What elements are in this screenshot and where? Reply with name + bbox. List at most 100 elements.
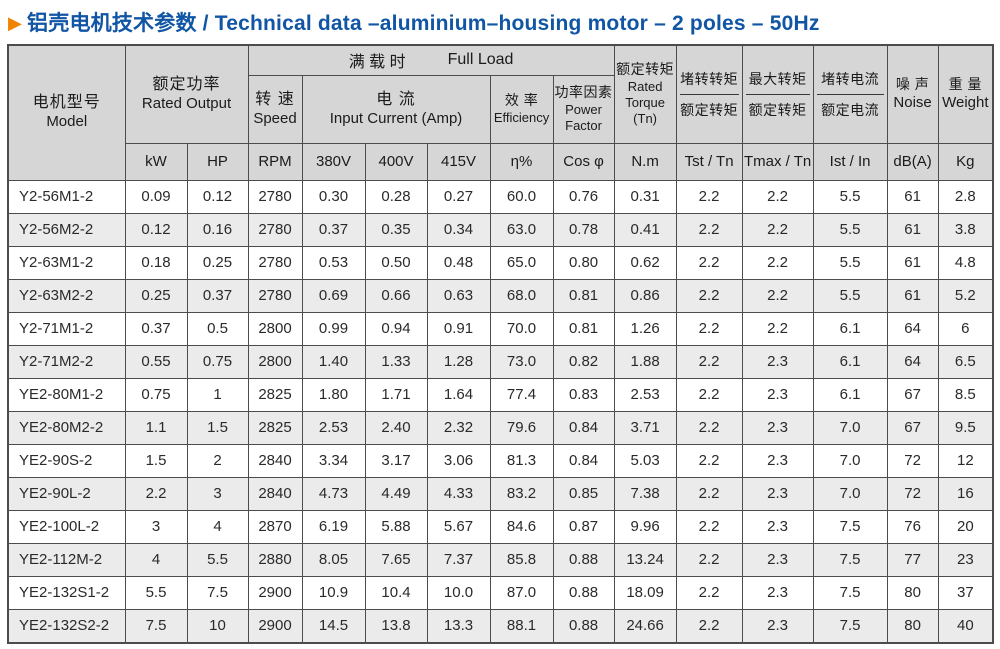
value-cell: 87.0 [489, 575, 554, 610]
value-cell: 2.2 [675, 476, 743, 511]
value-cell: 5.5 [186, 542, 249, 577]
value-cell: 0.84 [552, 443, 615, 478]
value-cell: 3 [124, 509, 188, 544]
value-cell: 3.71 [613, 410, 677, 445]
value-cell: 2.2 [675, 344, 743, 379]
value-cell: 7.5 [124, 608, 188, 643]
value-cell: 4.49 [364, 476, 428, 511]
value-cell: 0.34 [426, 212, 491, 247]
value-cell: 0.66 [364, 278, 428, 313]
value-cell: 0.99 [301, 311, 366, 346]
value-cell: 1.5 [186, 410, 249, 445]
value-cell: 2900 [247, 575, 303, 610]
value-cell: 6.19 [301, 509, 366, 544]
unit-400v: 400V [364, 142, 428, 181]
table-row: YE2-132S1-2 5.5 7.5 2900 10.9 10.4 10.0 87.0 0.8… [7, 575, 994, 610]
header-speed: 转 速 Speed [247, 74, 303, 144]
value-cell: 2.3 [741, 608, 814, 643]
header-power-factor: 功率因素 Power Factor [552, 74, 615, 144]
header-rated-torque-zh: 额定转矩 [616, 61, 675, 78]
header-weight: 重 量 Weight [937, 44, 994, 144]
value-cell: 2800 [247, 344, 303, 379]
value-cell: 40 [937, 608, 994, 643]
value-cell: 2.3 [741, 410, 814, 445]
model-cell: YE2-80M1-2 [7, 377, 126, 412]
value-cell: 2.2 [675, 575, 743, 610]
value-cell: 60.0 [489, 179, 554, 214]
value-cell: 0.30 [301, 179, 366, 214]
header-model: 电机型号 Model [7, 44, 126, 181]
value-cell: 2.2 [675, 311, 743, 346]
value-cell: 68.0 [489, 278, 554, 313]
header-rated-torque-en1: Rated [627, 78, 663, 94]
value-cell: 4 [186, 509, 249, 544]
value-cell: 77.4 [489, 377, 554, 412]
value-cell: 2.2 [741, 311, 814, 346]
header-tst-tn-ratio: 堵转转矩 额定转矩 [675, 44, 743, 144]
value-cell: 72 [886, 476, 939, 511]
value-cell: 24.66 [613, 608, 677, 643]
value-cell: 2780 [247, 245, 303, 280]
value-cell: 5.2 [937, 278, 994, 313]
value-cell: 2780 [247, 212, 303, 247]
value-cell: 7.0 [812, 410, 888, 445]
value-cell: 83.2 [489, 476, 554, 511]
header-tst-bottom: 额定转矩 [680, 101, 739, 118]
value-cell: 7.0 [812, 443, 888, 478]
value-cell: 2.2 [675, 377, 743, 412]
value-cell: 0.27 [426, 179, 491, 214]
header-power-factor-en1: Power [565, 101, 602, 117]
value-cell: 7.37 [426, 542, 491, 577]
value-cell: 2.2 [675, 608, 743, 643]
header-power-factor-zh: 功率因素 [554, 84, 613, 100]
value-cell: 0.62 [613, 245, 677, 280]
value-cell: 84.6 [489, 509, 554, 544]
value-cell: 13.3 [426, 608, 491, 643]
value-cell: 1.71 [364, 377, 428, 412]
value-cell: 4.8 [937, 245, 994, 280]
header-current-zh: 电 流 [376, 90, 416, 108]
value-cell: 0.12 [124, 212, 188, 247]
value-cell: 2.2 [124, 476, 188, 511]
model-cell: YE2-90L-2 [7, 476, 126, 511]
value-cell: 2.3 [741, 476, 814, 511]
header-full-load-zh: 满 载 时 [348, 54, 406, 72]
value-cell: 6.1 [812, 311, 888, 346]
header-tmax-bottom: 额定转矩 [748, 101, 807, 118]
value-cell: 2900 [247, 608, 303, 643]
value-cell: 2.53 [301, 410, 366, 445]
value-cell: 3.17 [364, 443, 428, 478]
value-cell: 85.8 [489, 542, 554, 577]
value-cell: 63.0 [489, 212, 554, 247]
model-cell: Y2-71M2-2 [7, 344, 126, 379]
value-cell: 18.09 [613, 575, 677, 610]
value-cell: 1.88 [613, 344, 677, 379]
value-cell: 0.35 [364, 212, 428, 247]
value-cell: 7.65 [364, 542, 428, 577]
value-cell: 67 [886, 410, 939, 445]
motor-data-table: 电机型号 Model 额定功率 Rated Output 满 载 时 Full … [7, 44, 995, 644]
header-tmax-top: 最大转矩 [745, 67, 810, 95]
table-body: Y2-56M1-2 0.09 0.12 2780 0.30 0.28 0.27 60.0 0.7… [7, 179, 994, 643]
value-cell: 37 [937, 575, 994, 610]
unit-nm: N.m [613, 142, 677, 181]
value-cell: 0.88 [552, 608, 615, 643]
value-cell: 0.53 [301, 245, 366, 280]
value-cell: 0.37 [186, 278, 249, 313]
value-cell: 2.2 [741, 278, 814, 313]
value-cell: 4.73 [301, 476, 366, 511]
unit-hp: HP [186, 142, 249, 181]
value-cell: 9.5 [937, 410, 994, 445]
header-current-en: Input Current (Amp) [329, 109, 463, 127]
value-cell: 80 [886, 608, 939, 643]
value-cell: 1.5 [124, 443, 188, 478]
value-cell: 0.76 [552, 179, 615, 214]
value-cell: 2.2 [675, 278, 743, 313]
value-cell: 2.2 [675, 179, 743, 214]
model-cell: Y2-56M2-2 [7, 212, 126, 247]
value-cell: 61 [886, 278, 939, 313]
header-ist-bottom: 额定电流 [821, 101, 880, 118]
value-cell: 61 [886, 179, 939, 214]
value-cell: 2.3 [741, 344, 814, 379]
table-row: YE2-90S-2 1.5 2 2840 3.34 3.17 3.06 81.3 0.84 5.0… [7, 443, 994, 478]
